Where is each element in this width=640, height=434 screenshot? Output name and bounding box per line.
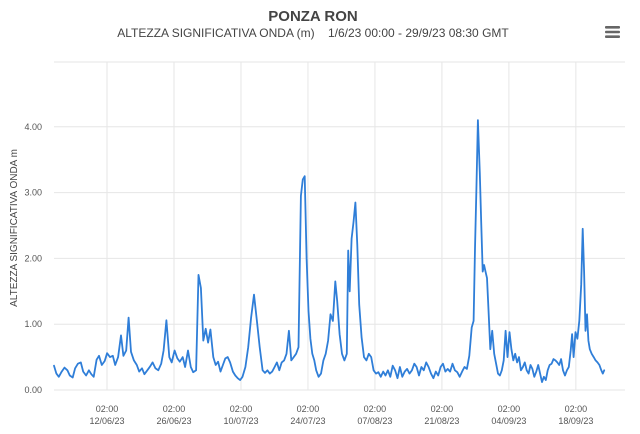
x-tick-time: 02:00 xyxy=(498,404,521,414)
y-tick-label: 0.00 xyxy=(24,385,42,395)
x-tick-time: 02:00 xyxy=(565,404,588,414)
x-tick-labels: 02:00 12/06/23 02:00 26/06/23 02:00 10/07/23 0… xyxy=(89,404,593,426)
x-tick-date: 07/08/23 xyxy=(357,416,392,426)
y-tick-label: 1.00 xyxy=(24,319,42,329)
grid-layer xyxy=(54,61,625,391)
x-tick-time: 02:00 xyxy=(163,404,186,414)
x-tick-date: 12/06/23 xyxy=(89,416,124,426)
x-tick-time: 02:00 xyxy=(230,404,253,414)
x-tick-time: 02:00 xyxy=(297,404,320,414)
menu-bar-top xyxy=(605,26,620,29)
y-axis-label: ALTEZZA SIGNIFICATIVA ONDA m xyxy=(9,149,20,307)
x-tick-date: 04/09/23 xyxy=(491,416,526,426)
chart-subtitle: ALTEZZA SIGNIFICATIVA ONDA (m) 1/6/23 00… xyxy=(117,26,509,40)
y-tick-label: 2.00 xyxy=(24,253,42,263)
x-tick-time: 02:00 xyxy=(431,404,454,414)
y-tick-label: 3.00 xyxy=(24,188,42,198)
series-line xyxy=(53,119,606,383)
x-tick-time: 02:00 xyxy=(364,404,387,414)
chart-title: PONZA RON xyxy=(268,8,357,25)
y-tick-label: 4.00 xyxy=(24,122,42,132)
series-layer xyxy=(53,119,606,383)
x-tick-date: 24/07/23 xyxy=(290,416,325,426)
menu-bar-bottom xyxy=(605,35,620,38)
x-tick-time: 02:00 xyxy=(96,404,119,414)
x-tick-date: 18/09/23 xyxy=(558,416,593,426)
menu-bar-middle xyxy=(605,30,620,34)
chart-menu-button[interactable] xyxy=(600,22,626,42)
y-tick-labels: 0.00 1.00 2.00 3.00 4.00 xyxy=(24,122,42,395)
x-tick-date: 26/06/23 xyxy=(156,416,191,426)
x-tick-date: 21/08/23 xyxy=(424,416,459,426)
x-tick-date: 10/07/23 xyxy=(223,416,258,426)
